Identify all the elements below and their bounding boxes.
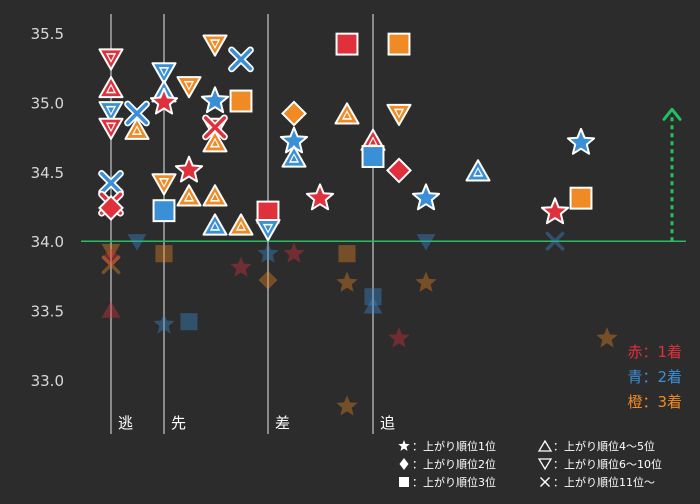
shape-legend-label: ：上がり順位11位〜 — [553, 475, 655, 489]
data-point-triangle-up — [202, 130, 228, 153]
data-point-diamond — [98, 194, 124, 221]
data-point-triangle-up — [98, 75, 124, 99]
legend-cross-icon — [540, 477, 550, 487]
style-label-3: 追 — [380, 414, 395, 432]
data-point-cross — [124, 100, 150, 127]
data-point-triangle-down — [98, 101, 124, 124]
data-point-square — [229, 89, 253, 113]
legend-triangle-up-icon — [537, 439, 553, 452]
y-tick-label: 34.0 — [31, 233, 64, 251]
faded-point-diamond — [101, 248, 121, 268]
shape-legend-label: ：上がり順位3位 — [412, 475, 496, 489]
data-point-triangle-down — [202, 34, 228, 57]
color-legend-item: 橙：3着 — [627, 393, 682, 411]
data-points — [98, 32, 596, 242]
faded-point-triangle-down — [416, 234, 436, 251]
data-point-star — [566, 127, 596, 155]
faded-point-diamond — [258, 270, 278, 290]
data-point-diamond — [281, 100, 307, 127]
data-point-square — [335, 32, 359, 56]
data-point-star — [174, 155, 204, 183]
faded-point-triangle-up — [363, 296, 383, 314]
data-point-triangle-up — [334, 102, 360, 125]
data-point-triangle-down — [386, 103, 412, 127]
legend-square-icon — [399, 477, 409, 487]
running-style-lines: 逃先差追 — [110, 14, 395, 434]
faded-point-triangle-down — [127, 234, 147, 251]
faded-point-star — [257, 242, 279, 263]
shape-legend-label: ：上がり順位1位 — [412, 439, 496, 453]
faded-point-triangle-up — [101, 301, 121, 318]
faded-point-cross — [101, 255, 121, 275]
data-point-square — [387, 32, 411, 56]
reference-line-group — [81, 107, 686, 242]
data-point-star — [200, 86, 230, 114]
data-point-triangle-up — [176, 184, 202, 207]
data-point-triangle-up — [465, 159, 491, 182]
color-legend: 赤：1着青：2着橙：3着 — [627, 343, 682, 411]
faded-point-square — [180, 313, 198, 331]
data-point-triangle-down — [151, 62, 177, 85]
data-point-triangle-down — [98, 48, 124, 71]
data-point-star — [411, 183, 441, 211]
shape-legend: ：上がり順位1位 ：上がり順位2位 ：上がり順位3位 ：上がり順位4〜5位 ：上がり順位… — [398, 439, 662, 489]
faded-point-square — [155, 245, 173, 263]
style-label-0: 逃 — [118, 414, 133, 432]
data-point-triangle-down — [98, 117, 124, 140]
faded-point-star — [336, 271, 358, 292]
data-point-cross — [98, 170, 124, 196]
data-point-triangle-up — [228, 213, 254, 236]
faded-point-star — [415, 271, 437, 292]
data-point-square — [361, 145, 385, 168]
color-legend-item: 赤：1着 — [627, 343, 682, 361]
color-legend-item: 青：2着 — [627, 368, 682, 386]
data-point-star — [540, 197, 570, 225]
legend-diamond-icon — [399, 458, 409, 470]
data-point-triangle-up — [281, 145, 307, 168]
faded-point-square — [338, 245, 356, 263]
shape-legend-label: ：上がり順位6〜10位 — [553, 457, 662, 471]
faded-point-star — [230, 256, 252, 277]
faded-point-star — [283, 242, 305, 263]
legend-star-icon — [398, 440, 410, 451]
style-label-2: 差 — [275, 414, 290, 432]
faded-point-star — [596, 327, 618, 348]
data-point-triangle-down — [151, 173, 177, 196]
data-point-triangle-down — [176, 76, 202, 99]
data-point-cross — [202, 114, 228, 141]
data-point-star — [305, 183, 335, 211]
faded-point-triangle-down — [101, 243, 121, 261]
data-point-triangle-down — [255, 219, 281, 242]
data-point-diamond — [386, 157, 412, 184]
faded-point-star — [153, 313, 175, 334]
y-axis-ticks: 33.0 33.5 34.0 34.5 35.0 35.5 — [31, 25, 64, 390]
data-point-triangle-up — [202, 213, 228, 236]
reference-arrow-head — [662, 107, 682, 121]
data-point-triangle-up — [202, 184, 228, 207]
y-tick-label: 34.5 — [31, 164, 64, 182]
faded-point-star — [336, 395, 358, 416]
faded-point-cross — [545, 231, 565, 251]
legend-triangle-down-icon — [537, 458, 553, 471]
faded-points — [101, 231, 618, 416]
data-point-triangle-up — [124, 117, 150, 140]
data-point-square — [152, 199, 176, 223]
shape-legend-label: ：上がり順位4〜5位 — [553, 439, 655, 453]
data-point-cross — [228, 46, 254, 73]
faded-point-square — [364, 288, 382, 306]
y-tick-label: 35.5 — [31, 25, 64, 43]
y-tick-label: 33.0 — [31, 372, 64, 390]
style-label-1: 先 — [171, 414, 186, 432]
y-tick-label: 33.5 — [31, 303, 64, 321]
data-point-square — [569, 186, 593, 210]
faded-point-star — [388, 327, 410, 348]
data-point-star — [149, 87, 179, 115]
y-tick-label: 35.0 — [31, 94, 64, 112]
shape-legend-label: ：上がり順位2位 — [412, 457, 496, 471]
